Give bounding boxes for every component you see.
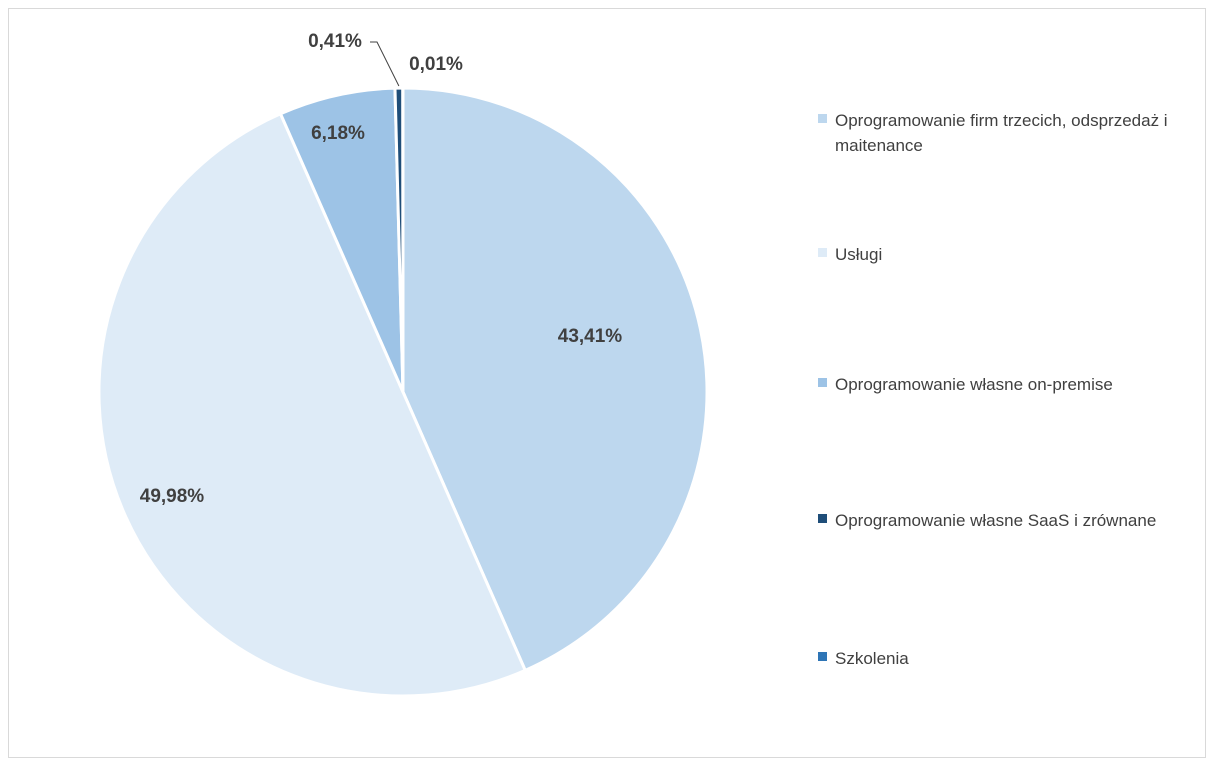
pie-slice-2 <box>97 112 527 698</box>
legend-swatch-2 <box>818 248 827 257</box>
legend-swatch-1 <box>818 114 827 123</box>
data-label-4: 0,41% <box>308 31 362 52</box>
legend-swatch-5 <box>818 652 827 661</box>
legend-swatch-3 <box>818 378 827 387</box>
legend-swatch-4 <box>818 514 827 523</box>
data-label-3: 6,18% <box>311 123 365 144</box>
legend-item-5: Szkolenia <box>818 646 1188 671</box>
legend-label-4: Oprogramowanie własne SaaS i zrównane <box>835 511 1157 530</box>
legend-item-4: Oprogramowanie własne SaaS i zrównane <box>818 508 1188 533</box>
leader-line <box>370 41 400 87</box>
data-label-2: 49,98% <box>140 486 205 507</box>
data-label-5: 0,01% <box>409 54 463 75</box>
legend-label-2: Usługi <box>835 245 883 264</box>
legend-item-1: Oprogramowanie firm trzecich, odsprzedaż… <box>818 108 1188 158</box>
legend: Oprogramowanie firm trzecich, odsprzedaż… <box>818 0 1198 761</box>
pie-slice-1 <box>401 86 709 672</box>
data-label-1: 43,41% <box>558 326 623 347</box>
legend-item-3: Oprogramowanie własne on-premise <box>818 372 1188 397</box>
legend-label-3: Oprogramowanie własne on-premise <box>835 375 1113 394</box>
legend-label-5: Szkolenia <box>835 649 909 668</box>
legend-item-2: Usługi <box>818 242 1188 267</box>
pie-slice-3 <box>279 86 405 394</box>
legend-label-1: Oprogramowanie firm trzecich, odsprzedaż… <box>835 111 1168 155</box>
